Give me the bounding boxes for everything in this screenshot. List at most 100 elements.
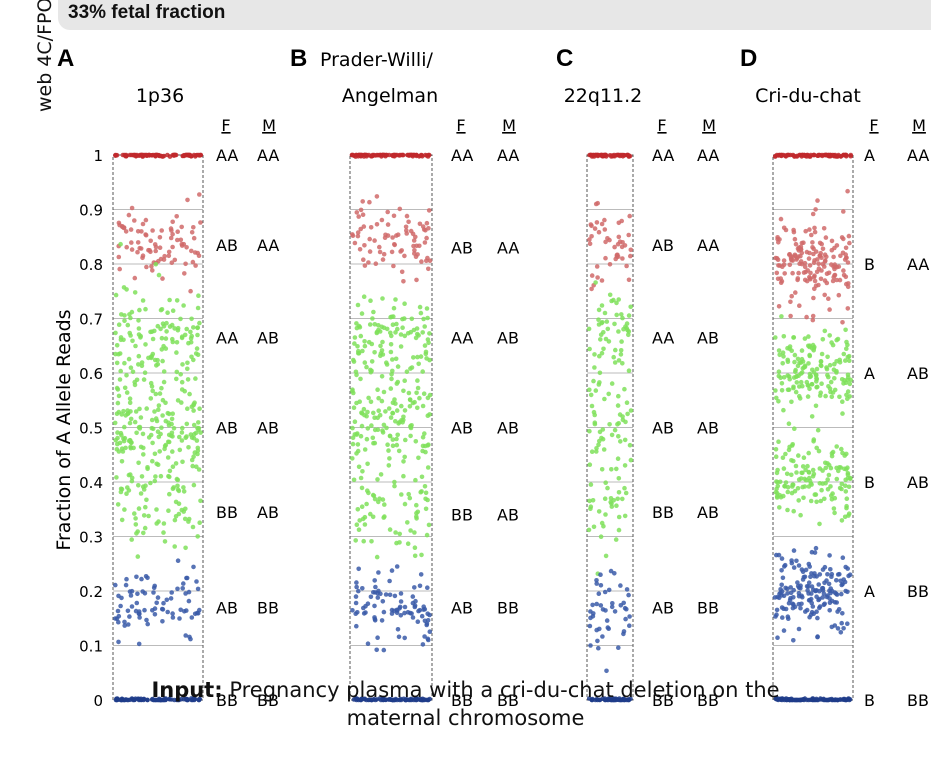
data-point bbox=[194, 346, 200, 351]
data-point bbox=[839, 582, 844, 588]
data-point bbox=[821, 697, 827, 703]
panel-title: 1p36 bbox=[136, 85, 184, 107]
data-point bbox=[175, 586, 180, 592]
data-point bbox=[422, 484, 428, 489]
data-point bbox=[835, 572, 841, 577]
data-point bbox=[124, 244, 129, 250]
data-point bbox=[387, 456, 392, 461]
data-point bbox=[778, 375, 783, 381]
data-point bbox=[179, 334, 185, 340]
data-point bbox=[366, 490, 371, 496]
data-point bbox=[391, 263, 396, 269]
data-point bbox=[817, 605, 822, 611]
data-point bbox=[118, 368, 123, 374]
data-point bbox=[123, 582, 129, 588]
data-point bbox=[785, 484, 791, 490]
data-point bbox=[113, 330, 118, 336]
data-point bbox=[614, 466, 619, 472]
data-point bbox=[415, 252, 420, 257]
data-point bbox=[354, 584, 359, 590]
data-point bbox=[824, 697, 830, 703]
data-point bbox=[622, 437, 628, 443]
data-point bbox=[781, 354, 786, 359]
data-point bbox=[170, 434, 175, 439]
data-point bbox=[394, 607, 400, 613]
data-point bbox=[194, 579, 199, 584]
data-point bbox=[160, 619, 165, 624]
data-point bbox=[174, 350, 179, 355]
data-point bbox=[137, 245, 142, 251]
data-point bbox=[180, 425, 185, 431]
data-point bbox=[194, 464, 199, 470]
maternal-genotype-label: BB bbox=[907, 691, 929, 710]
fetal-fraction-banner: 33% fetal fraction bbox=[58, 0, 931, 30]
data-point bbox=[809, 414, 815, 419]
data-point bbox=[781, 334, 787, 339]
data-point bbox=[791, 385, 796, 391]
data-point bbox=[608, 697, 614, 703]
data-point bbox=[618, 583, 623, 588]
data-point bbox=[785, 387, 791, 393]
data-point bbox=[424, 220, 430, 226]
data-point bbox=[807, 276, 813, 281]
data-point bbox=[791, 227, 796, 233]
data-point bbox=[408, 433, 413, 439]
data-point bbox=[843, 489, 849, 494]
maternal-genotype-label: BB bbox=[257, 691, 279, 710]
data-point bbox=[186, 445, 191, 450]
data-point bbox=[832, 623, 838, 628]
fetal-genotype-label: AB bbox=[216, 419, 238, 438]
data-point bbox=[598, 534, 604, 539]
data-point bbox=[427, 412, 432, 417]
data-point bbox=[121, 225, 127, 231]
data-point bbox=[157, 449, 162, 454]
data-point bbox=[402, 378, 408, 384]
data-point bbox=[177, 447, 183, 453]
data-point bbox=[844, 255, 849, 261]
data-point bbox=[590, 498, 596, 503]
y-tick-label: 1 bbox=[93, 147, 103, 165]
data-point bbox=[812, 225, 817, 231]
data-point bbox=[123, 153, 128, 159]
panel-title: Cri-du-chat bbox=[755, 85, 861, 107]
data-point bbox=[358, 376, 363, 382]
data-point bbox=[785, 489, 791, 495]
data-point bbox=[378, 472, 384, 477]
data-point bbox=[617, 697, 622, 703]
data-point bbox=[591, 524, 597, 530]
data-point bbox=[808, 612, 814, 618]
data-point bbox=[830, 390, 836, 395]
data-point bbox=[806, 334, 811, 339]
data-point bbox=[787, 376, 792, 382]
data-point bbox=[422, 240, 428, 245]
data-point bbox=[166, 439, 172, 445]
data-point bbox=[623, 616, 628, 622]
y-tick-label: 0.1 bbox=[79, 638, 103, 656]
data-point bbox=[606, 587, 612, 593]
data-point bbox=[356, 348, 361, 354]
data-point bbox=[422, 634, 427, 639]
data-point bbox=[388, 386, 394, 391]
data-point bbox=[841, 626, 846, 631]
data-point bbox=[122, 623, 127, 628]
data-point bbox=[116, 619, 121, 625]
data-point bbox=[841, 152, 846, 158]
data-point bbox=[409, 611, 414, 616]
data-point bbox=[820, 595, 825, 600]
data-point bbox=[372, 350, 377, 355]
maternal-genotype-label: AB bbox=[497, 329, 519, 348]
data-point bbox=[588, 392, 594, 398]
data-point bbox=[392, 397, 397, 402]
data-point bbox=[387, 527, 393, 532]
data-point bbox=[136, 318, 141, 323]
data-point bbox=[136, 641, 142, 647]
data-point bbox=[624, 587, 630, 592]
data-point bbox=[789, 293, 794, 299]
data-point bbox=[404, 231, 410, 236]
data-point bbox=[135, 591, 140, 597]
data-point bbox=[125, 408, 130, 413]
data-point bbox=[797, 303, 802, 309]
data-point bbox=[783, 480, 789, 485]
fetal-genotype-label: A bbox=[864, 582, 875, 601]
data-point bbox=[174, 340, 180, 345]
